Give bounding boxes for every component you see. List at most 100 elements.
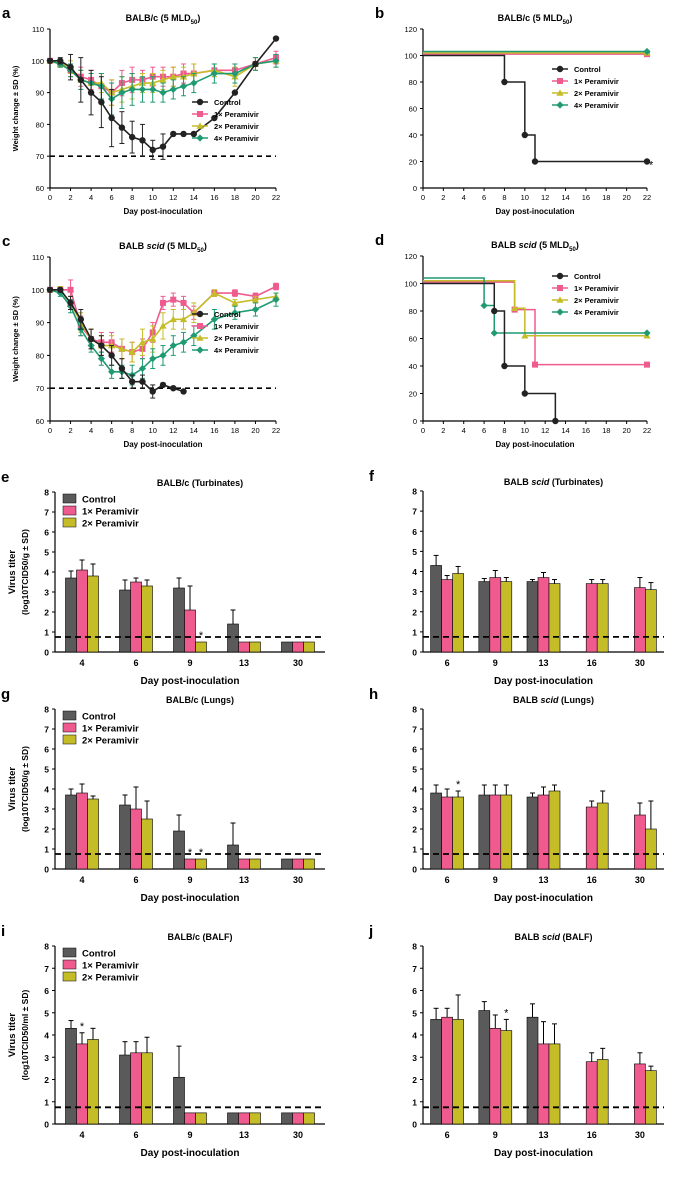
- data-point: [644, 361, 650, 368]
- chart-title-main: BALB/c (BALF): [168, 932, 233, 942]
- y-tick-label: 0: [44, 1120, 49, 1130]
- legend-swatch: [62, 947, 77, 958]
- y-tick-label: 7: [412, 725, 417, 735]
- y-tick-label: 20: [409, 390, 417, 399]
- legend-swatch: [62, 959, 77, 970]
- data-point: [138, 85, 147, 94]
- bar: [478, 581, 491, 653]
- x-tick-label: 2: [441, 426, 445, 435]
- bar: [548, 1043, 561, 1125]
- x-axis-label: Day post-inoculation: [123, 207, 202, 216]
- bar: [537, 1043, 550, 1125]
- data-point: [251, 305, 260, 314]
- x-tick-label: 8: [502, 426, 506, 435]
- bar: [303, 858, 315, 870]
- y-tick-label: 3: [412, 1053, 417, 1063]
- bar-group: [478, 784, 513, 870]
- chart-title-main: BALB/c (5 MLD: [126, 13, 192, 23]
- legend-swatch: [62, 971, 77, 982]
- y-tick-label: 8: [412, 705, 417, 715]
- bar: [596, 1059, 609, 1125]
- data-point: [210, 289, 218, 296]
- x-tick-label: 9: [493, 658, 498, 668]
- x-tick-label: 12: [169, 426, 177, 435]
- bar-group: [173, 814, 207, 870]
- data-point: [273, 283, 279, 290]
- bar: [173, 587, 185, 653]
- data-point: [272, 57, 280, 65]
- bar-group: [478, 1001, 513, 1125]
- chart-j: 0 1 2 3 4 5 6 7 8 Day post-inoculation j 6 9 13 16 30 *: [368, 923, 664, 1159]
- bar: [119, 1054, 131, 1125]
- data-point: [169, 315, 177, 323]
- data-point: [521, 390, 529, 397]
- x-tick-label: 16: [582, 426, 590, 435]
- legend-label: 4× Peramivir: [574, 308, 619, 317]
- x-tick-label: 9: [493, 875, 498, 885]
- data-point: [170, 296, 177, 303]
- y-tick-label: 5: [44, 548, 49, 558]
- x-tick-label: 4: [79, 875, 84, 885]
- series-3: [423, 277, 651, 337]
- y-tick-label: 5: [44, 1008, 49, 1018]
- legend-swatch: [62, 710, 77, 721]
- bar: [249, 641, 261, 653]
- data-point: [231, 299, 239, 306]
- data-point: [180, 388, 187, 395]
- y-tick-label: 5: [412, 765, 417, 775]
- data-point: [231, 309, 239, 317]
- significance-marker: *: [80, 1021, 85, 1033]
- series-0: [46, 286, 187, 399]
- panel-label: c: [2, 233, 10, 250]
- bar: [430, 1019, 442, 1125]
- bar: [596, 802, 609, 870]
- data-point: [272, 35, 280, 42]
- data-point: [643, 158, 651, 165]
- y-tick-label: 80: [409, 307, 417, 316]
- data-point: [149, 146, 156, 154]
- y-axis-label: Virus titer: [7, 767, 18, 811]
- y-tick-label: 3: [44, 588, 49, 598]
- chart-title: BALB/c (5 MLD50): [126, 13, 201, 26]
- y-tick-label: 90: [36, 319, 44, 328]
- x-tick-label: 8: [130, 193, 134, 202]
- bar: [227, 623, 239, 653]
- legend-marker: [196, 310, 204, 318]
- bar: [130, 581, 142, 653]
- bar: [500, 794, 513, 870]
- legend-label: 2× Peramivir: [82, 973, 139, 984]
- data-point: [231, 290, 238, 297]
- legend-label: Control: [82, 949, 116, 960]
- x-tick-label: 10: [149, 193, 157, 202]
- y-tick-label: 0: [413, 417, 417, 426]
- chart-title-italic: scid: [531, 477, 550, 487]
- data-point: [521, 332, 529, 339]
- y-tick-label: 5: [44, 765, 49, 775]
- significance-marker: *: [199, 630, 204, 642]
- x-tick-label: 30: [635, 875, 645, 885]
- legend: Control 1× Peramivir 2× Peramivir 4× Perami…: [552, 65, 619, 110]
- data-point: [643, 47, 651, 56]
- legend-marker: [196, 346, 204, 354]
- chart-title-tail: ): [569, 13, 572, 23]
- x-tick-label: 6: [133, 658, 138, 668]
- y-tick-label: 110: [32, 25, 44, 34]
- legend-label: 2× Peramivir: [214, 122, 259, 131]
- chart-title-rest: (Turbinates): [549, 477, 603, 487]
- y-tick-label: 100: [31, 57, 44, 66]
- x-tick-label: 18: [602, 193, 610, 202]
- y-tick-label: 6: [44, 528, 49, 538]
- chart-title: BALB scid (Lungs): [513, 695, 594, 705]
- bar-group: [119, 577, 153, 653]
- legend-marker: [197, 323, 203, 329]
- y-axis-label-units: (log10TCID50/g ± SD): [20, 529, 30, 615]
- data-point: [211, 114, 218, 122]
- y-tick-label: 2: [412, 825, 417, 835]
- x-tick-label: 12: [169, 193, 177, 202]
- y-tick-label: 3: [412, 805, 417, 815]
- data-point: [179, 315, 188, 323]
- bar: [645, 828, 657, 870]
- bar-group: [585, 790, 609, 870]
- bar-group: [281, 641, 315, 653]
